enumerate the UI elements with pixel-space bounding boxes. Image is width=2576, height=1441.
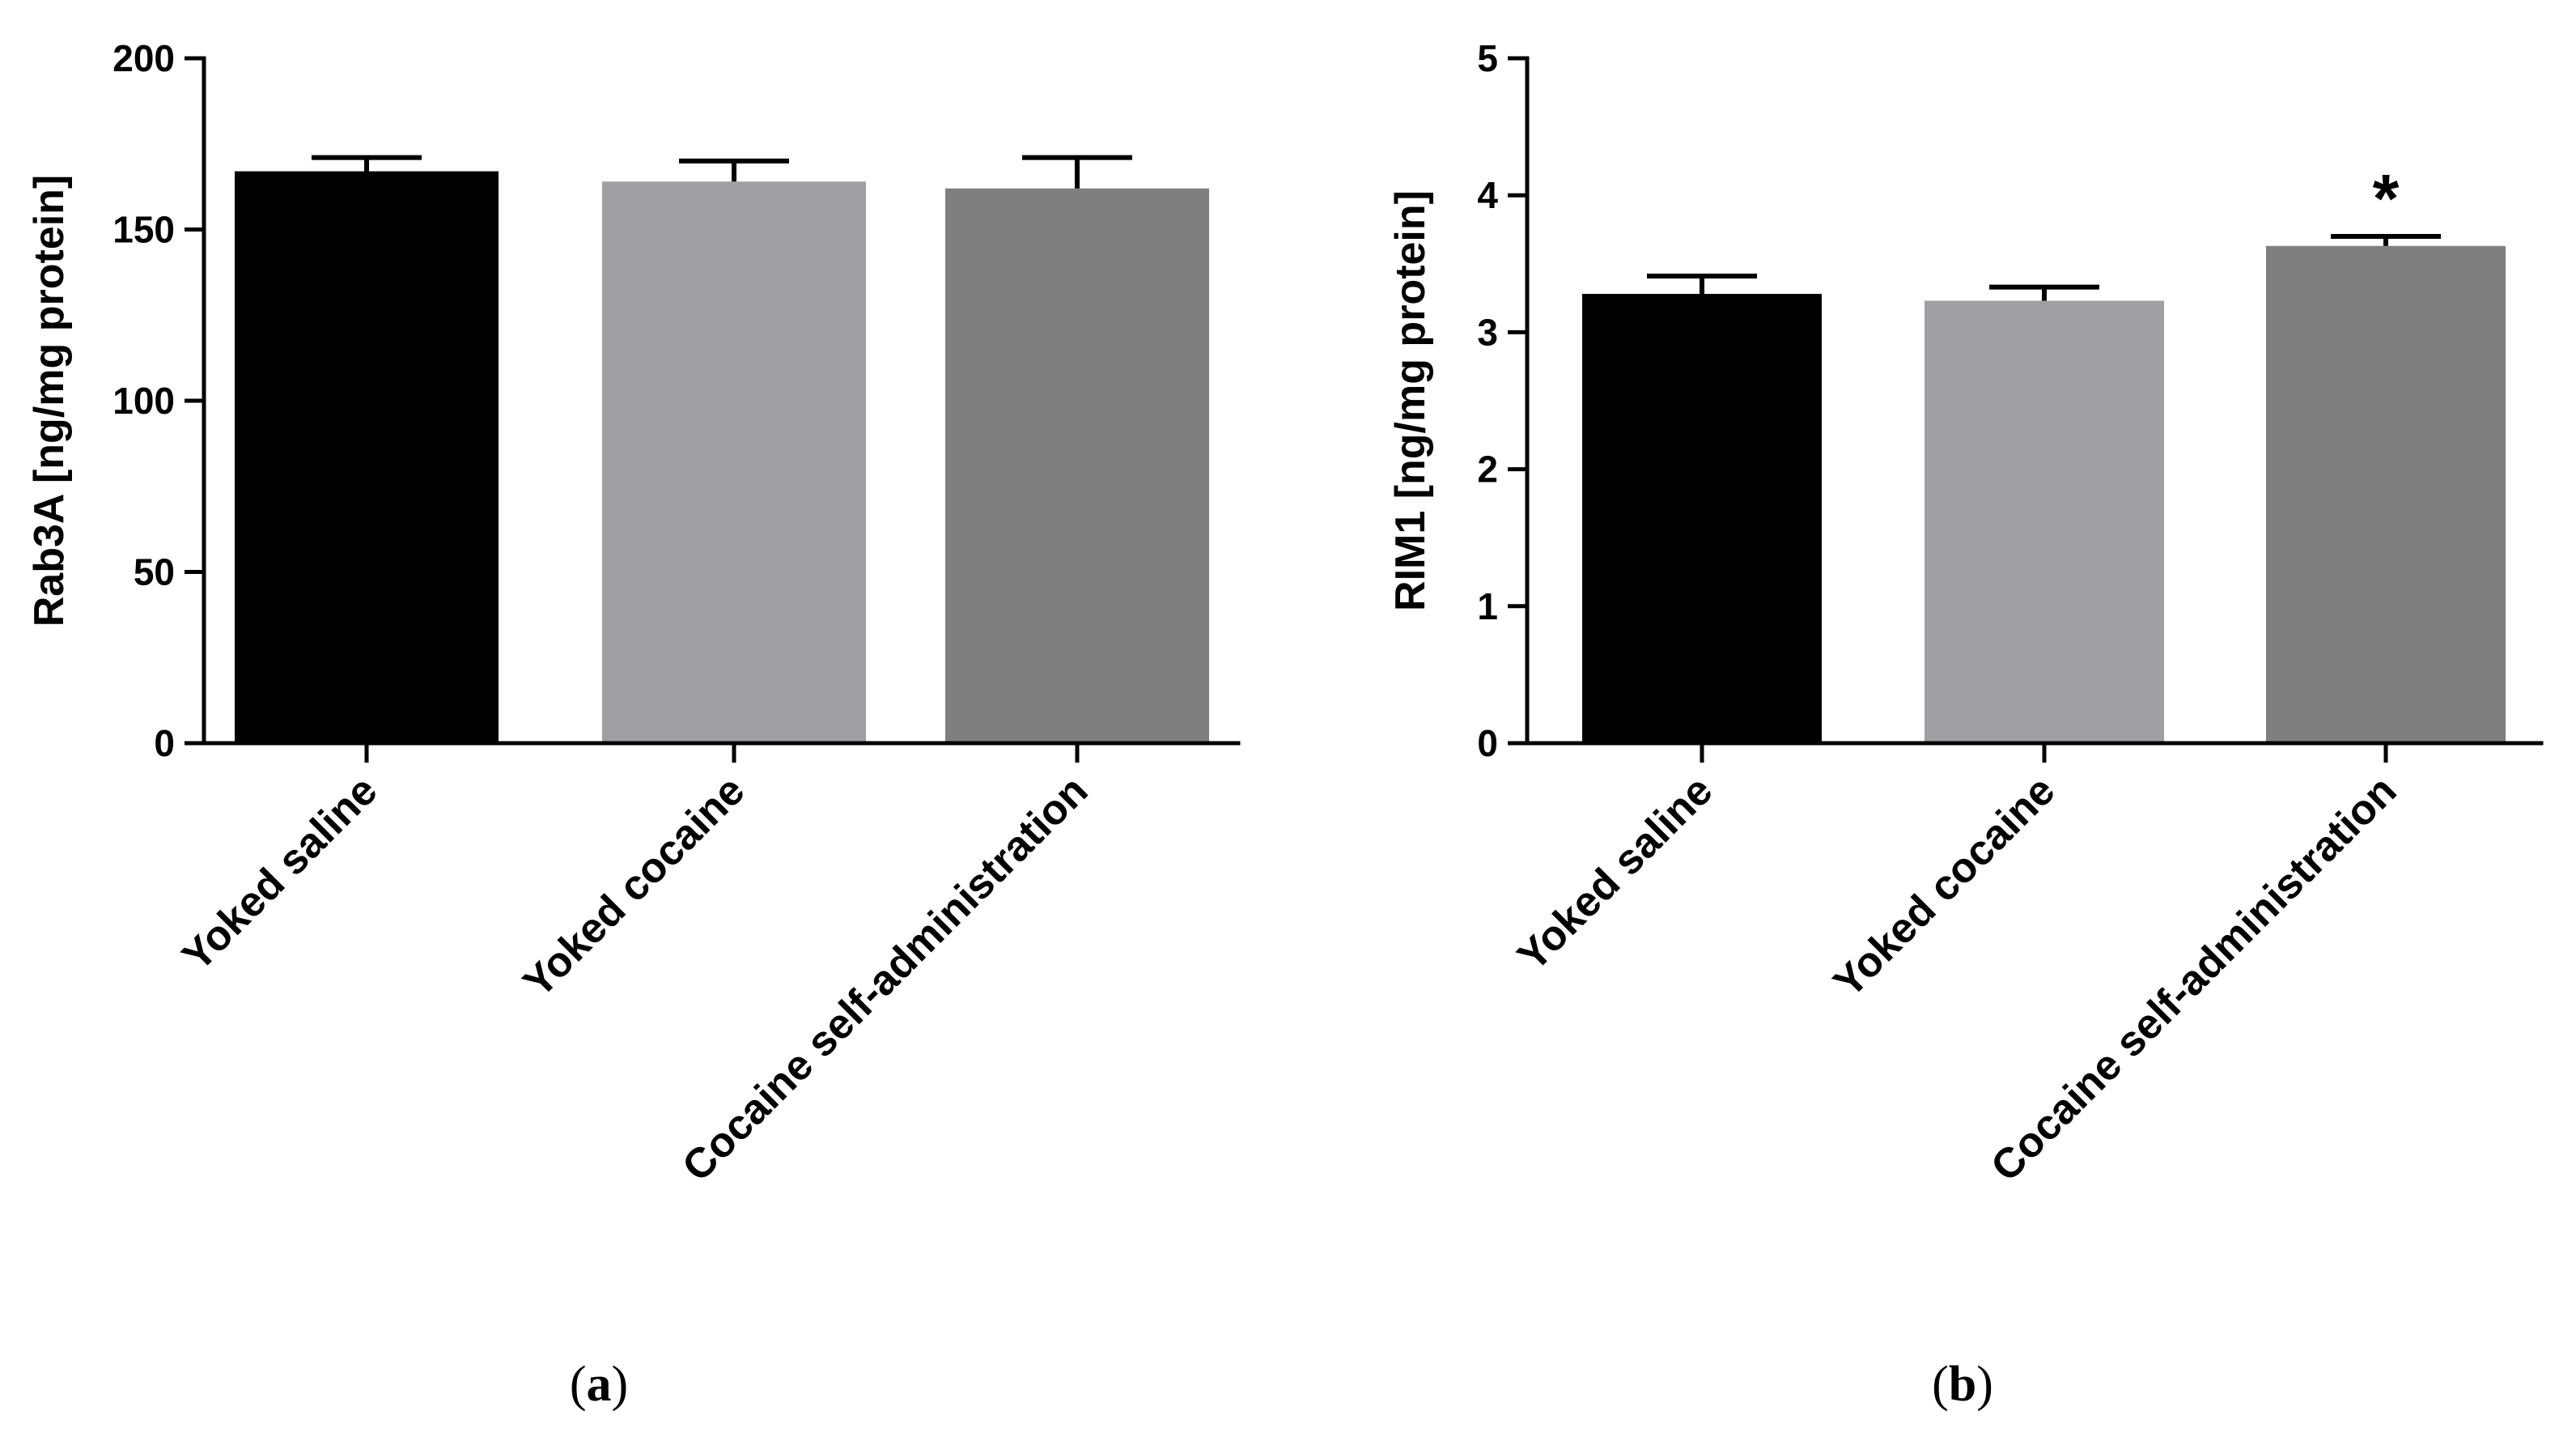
- panel-b-bar-0: [1582, 294, 1822, 743]
- panel-a-caption-open: (: [570, 1357, 587, 1412]
- panel-a-bar-2: [945, 188, 1209, 744]
- panel-a-y-tick-label-4: 200: [112, 37, 175, 79]
- panel-a-caption: (a): [570, 1357, 628, 1412]
- panel-a-y-axis-title: Rab3A [ng/mg protein]: [26, 175, 73, 627]
- panel-a-bar-1: [602, 181, 866, 743]
- panel-b-y-axis-title: RIM1 [ng/mg protein]: [1387, 190, 1434, 611]
- panel-a-y-tick-label-1: 50: [134, 551, 175, 593]
- panel-b-y-tick-label-0: 0: [1477, 722, 1498, 764]
- panel-b-y-tick-label-5: 5: [1477, 37, 1498, 79]
- panel-b-bar-1: [1925, 300, 2164, 743]
- panel-b-bar-2: [2266, 245, 2506, 744]
- panel-a-y-tick-label-3: 150: [112, 209, 175, 251]
- panel-a-caption-close: ): [612, 1357, 629, 1412]
- panel-b-caption-open: (: [1932, 1357, 1949, 1412]
- panel-b-y-tick-label-4: 4: [1477, 174, 1498, 216]
- panel-b-y-tick-label-3: 3: [1477, 311, 1498, 353]
- panel-a-y-tick-label-2: 100: [112, 380, 175, 422]
- panel-a-x-category-label-0: Yoked saline: [173, 767, 386, 980]
- panel-a-x-category-label-2: Cocaine self-administration: [673, 767, 1097, 1190]
- panel-a-caption-letter: a: [587, 1357, 612, 1412]
- panel-b-caption: (b): [1932, 1357, 1993, 1412]
- panel-b-x-category-label-2: Cocaine self-administration: [1982, 767, 2405, 1190]
- panel-b-significance-marker-2: *: [2373, 160, 2400, 236]
- panel-a-y-tick-label-0: 0: [154, 722, 175, 764]
- panel-b-x-category-label-0: Yoked saline: [1509, 767, 1721, 980]
- panel-a-x-category-label-1: Yoked cocaine: [515, 767, 754, 1006]
- panel-b-y-tick-label-1: 1: [1477, 585, 1498, 627]
- panel-a-bar-0: [235, 171, 499, 744]
- panel-b-chart: * 0 1 2 3 4 5 RIM1 [ng/mg protein] Yoked saline Y…: [1387, 37, 2544, 1412]
- panel-b-y-tick-label-2: 2: [1477, 448, 1498, 491]
- panel-b-caption-letter: b: [1949, 1357, 1976, 1412]
- panel-a-chart: 0 50 100 150 200 Rab3A [ng/mg protein] Yoked s…: [26, 37, 1241, 1412]
- panel-b-x-category-label-1: Yoked cocaine: [1825, 767, 2065, 1006]
- panel-b-caption-close: ): [1976, 1357, 1993, 1412]
